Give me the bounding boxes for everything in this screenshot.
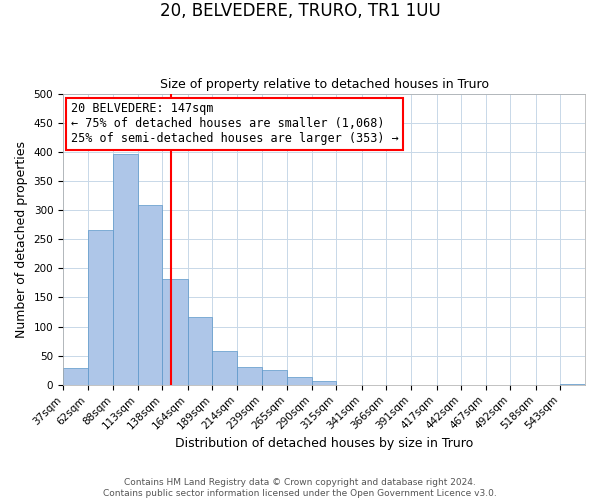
Bar [88,230,113,385]
Title: Size of property relative to detached houses in Truro: Size of property relative to detached ho… [160,78,488,91]
Bar [237,367,262,385]
Bar [212,351,237,385]
Text: Contains HM Land Registry data © Crown copyright and database right 2024.
Contai: Contains HM Land Registry data © Crown c… [103,478,497,498]
Bar [560,384,585,385]
X-axis label: Distribution of detached houses by size in Truro: Distribution of detached houses by size … [175,437,473,450]
Y-axis label: Number of detached properties: Number of detached properties [15,140,28,338]
Text: 20 BELVEDERE: 147sqm
← 75% of detached houses are smaller (1,068)
25% of semi-de: 20 BELVEDERE: 147sqm ← 75% of detached h… [71,102,398,146]
Bar [163,280,188,385]
Text: 20, BELVEDERE, TRURO, TR1 1UU: 20, BELVEDERE, TRURO, TR1 1UU [160,2,440,21]
Bar [287,376,312,385]
Bar [113,154,138,385]
Bar [138,205,163,385]
Bar [63,368,88,385]
Bar [312,382,337,385]
Bar [262,370,287,385]
Bar [188,318,212,385]
